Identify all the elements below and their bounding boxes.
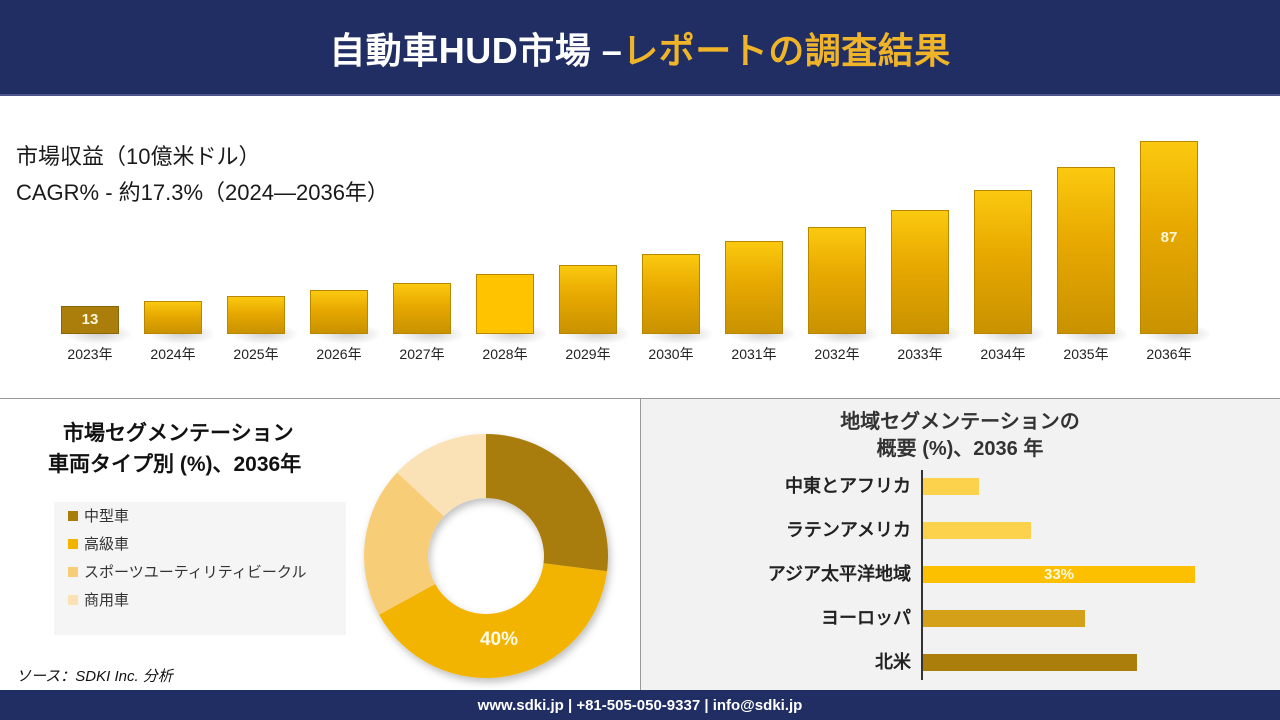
svg-text:40%: 40% bbox=[480, 628, 518, 649]
